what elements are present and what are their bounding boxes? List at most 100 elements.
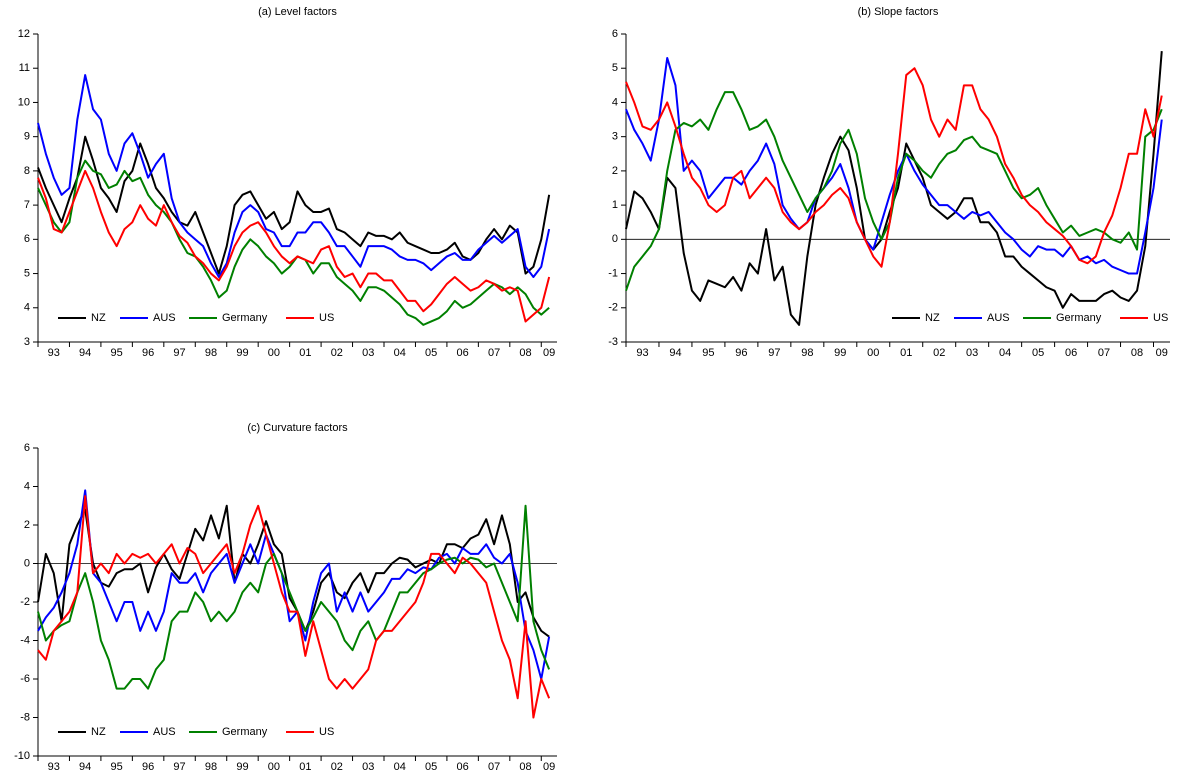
x-tick-label: 02 (933, 347, 945, 359)
series-line (625, 67, 1163, 268)
x-tick-label: 94 (79, 347, 91, 359)
y-tick-label: 6 (612, 28, 618, 40)
y-tick-label: 6 (24, 442, 30, 454)
y-tick-label: 4 (612, 96, 618, 108)
x-tick-label: 97 (173, 347, 185, 359)
x-tick-label: 98 (801, 347, 813, 359)
x-tick-label: 07 (488, 347, 500, 359)
x-tick-label: 95 (702, 347, 714, 359)
y-tick-label: 2 (24, 519, 30, 531)
x-tick-label: 95 (111, 761, 123, 773)
series-line (625, 56, 1163, 275)
legend-label: AUS (153, 726, 176, 738)
legend-label: NZ (91, 312, 106, 324)
x-tick-label: 99 (236, 761, 248, 773)
x-tick-label: 06 (457, 761, 469, 773)
y-tick-label: 5 (24, 267, 30, 279)
y-tick-label: 10 (18, 96, 30, 108)
chart-title: (a) Level factors (258, 6, 337, 18)
x-tick-label: 94 (79, 761, 91, 773)
x-tick-label: 05 (1032, 347, 1044, 359)
legend-label: AUS (987, 312, 1010, 324)
x-tick-label: 97 (173, 761, 185, 773)
legend-label: Germany (1056, 312, 1102, 324)
y-tick-label: 11 (19, 62, 30, 74)
legend-label: US (1153, 312, 1168, 324)
x-tick-label: 08 (1131, 347, 1143, 359)
legend-label: Germany (222, 312, 268, 324)
x-tick-label: 06 (1065, 347, 1077, 359)
x-tick-label: 02 (331, 761, 343, 773)
y-tick-label: 4 (24, 302, 30, 314)
x-tick-label: 01 (900, 347, 912, 359)
x-tick-label: 00 (268, 347, 280, 359)
x-tick-label: 09 (543, 347, 555, 359)
chart-title: (b) Slope factors (858, 6, 939, 18)
y-tick-label: 6 (24, 233, 30, 245)
x-tick-label: 99 (834, 347, 846, 359)
series-line (37, 495, 551, 719)
legend-label: US (319, 312, 334, 324)
y-tick-label: 3 (612, 131, 618, 143)
y-tick-label: -4 (20, 634, 30, 646)
x-tick-label: 93 (48, 761, 60, 773)
legend-label: NZ (91, 726, 106, 738)
y-tick-label: -2 (608, 302, 618, 314)
x-tick-label: 03 (362, 761, 374, 773)
x-tick-label: 96 (735, 347, 747, 359)
x-tick-label: 09 (543, 761, 555, 773)
x-tick-label: 06 (457, 347, 469, 359)
y-tick-label: -8 (20, 711, 30, 723)
x-tick-label: 08 (519, 347, 531, 359)
legend-label: Germany (222, 726, 268, 738)
series-line (37, 159, 550, 326)
y-tick-label: -2 (20, 596, 30, 608)
x-tick-label: 97 (768, 347, 780, 359)
legend-label: NZ (925, 312, 940, 324)
y-tick-label: -6 (20, 673, 30, 685)
x-tick-label: 95 (111, 347, 123, 359)
series-line (37, 504, 551, 690)
x-tick-label: 04 (999, 347, 1011, 359)
y-tick-label: 2 (612, 165, 618, 177)
x-tick-label: 93 (48, 347, 60, 359)
x-tick-label: 03 (966, 347, 978, 359)
legend-label: US (319, 726, 334, 738)
series-line (37, 504, 550, 638)
x-tick-label: 07 (488, 761, 500, 773)
y-tick-label: -3 (608, 336, 618, 348)
x-tick-label: 93 (636, 347, 648, 359)
x-tick-label: 99 (236, 347, 248, 359)
x-tick-label: 96 (142, 761, 154, 773)
x-tick-label: 05 (425, 347, 437, 359)
legend-label: AUS (153, 312, 176, 324)
x-tick-label: 01 (299, 347, 311, 359)
x-tick-label: 05 (425, 761, 437, 773)
x-tick-label: 00 (867, 347, 879, 359)
series-line (625, 91, 1163, 291)
y-tick-label: 0 (24, 557, 30, 569)
y-tick-label: 3 (24, 336, 30, 348)
y-tick-label: 0 (612, 233, 618, 245)
chart-title: (c) Curvature factors (247, 422, 348, 434)
series-line (37, 74, 551, 278)
x-tick-label: 96 (142, 347, 154, 359)
x-tick-label: 98 (205, 347, 217, 359)
x-tick-label: 09 (1156, 347, 1168, 359)
y-tick-label: 5 (612, 62, 618, 74)
y-tick-label: 1 (612, 199, 618, 211)
y-tick-label: -1 (608, 267, 618, 279)
y-tick-label: 12 (18, 28, 30, 40)
x-tick-label: 07 (1098, 347, 1110, 359)
series-line (37, 135, 551, 275)
x-tick-label: 02 (331, 347, 343, 359)
series-line (37, 169, 551, 323)
x-tick-label: 03 (362, 347, 374, 359)
x-tick-label: 04 (394, 347, 406, 359)
y-tick-label: 7 (24, 199, 30, 211)
x-tick-label: 01 (299, 761, 311, 773)
x-tick-label: 04 (394, 761, 406, 773)
x-tick-label: 94 (669, 347, 681, 359)
